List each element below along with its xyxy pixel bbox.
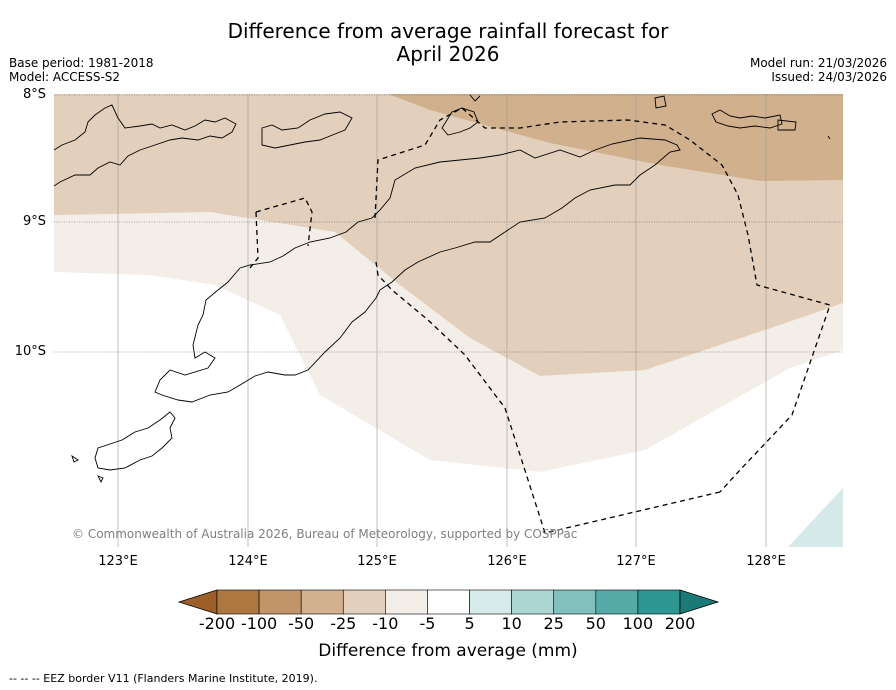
rote-island	[71, 454, 79, 463]
colorbar-extend-high	[679, 589, 720, 615]
timor-south-coast	[154, 267, 377, 403]
colorbar-segment	[553, 589, 597, 615]
colorbar-segment	[595, 589, 639, 615]
model-run-text: Model run: 21/03/2026	[749, 56, 887, 70]
colorbar-tick-label: -50	[288, 614, 315, 633]
meta-left: Base period: 1981-2018 Model: ACCESS-S2	[9, 56, 154, 84]
eez-border	[249, 107, 831, 534]
colorbar-segment	[216, 589, 260, 615]
small-island	[97, 475, 104, 484]
wetar-islet-1	[469, 94, 481, 102]
lon-label-123e: 123°E	[98, 554, 138, 569]
meta-right: Model run: 21/03/2026 Issued: 24/03/2026	[750, 56, 887, 84]
coastlines	[54, 94, 831, 484]
small-island-3	[827, 135, 831, 140]
west-timor-tip	[94, 411, 176, 471]
region-minus25-minus10	[54, 94, 843, 376]
map-title: Difference from average rainfall forecas…	[0, 20, 896, 66]
colorbar-tick-label: 25	[543, 614, 564, 633]
grid-lines	[54, 94, 843, 353]
colorbar-segment	[511, 589, 555, 615]
colorbar-extend-low	[177, 589, 218, 615]
lon-label-124e: 124°E	[228, 554, 268, 569]
alor-island	[261, 111, 353, 149]
colorbar-segment	[427, 589, 470, 615]
colorbar-tick-label: -100	[240, 614, 278, 633]
region-10-25	[788, 488, 843, 547]
colorbar-tick-label: 5	[464, 614, 475, 633]
colorbar-segment	[342, 589, 386, 615]
colorbar-segment	[469, 589, 512, 615]
lon-label-125e: 125°E	[357, 554, 397, 569]
issued-text: Issued: 24/03/2026	[771, 70, 887, 84]
model-text: Model: ACCESS-S2	[9, 70, 121, 84]
lat-label-9s: 9°S	[22, 214, 46, 229]
timor-north-coast	[239, 137, 681, 299]
copyright-text: © Commonwealth of Australia 2026, Bureau…	[72, 527, 578, 541]
colorbar-tick-label: -200	[198, 614, 236, 633]
base-period-text: Base period: 1981-2018	[9, 56, 154, 70]
colorbar-segment	[637, 589, 681, 615]
lon-label-128e: 128°E	[746, 554, 786, 569]
colorbar-title: Difference from average (mm)	[318, 641, 578, 661]
colorbar-segment	[258, 589, 302, 615]
colorbar-segment	[300, 589, 344, 615]
colorbar-tick-label: -10	[372, 614, 399, 633]
map-area	[54, 94, 843, 547]
lon-label-127e: 127°E	[616, 554, 656, 569]
leti-islands	[711, 109, 783, 129]
colorbar-tick-label: 10	[501, 614, 522, 633]
moa-island	[777, 119, 797, 131]
title-line-2: April 2026	[396, 42, 500, 66]
colorbar	[177, 589, 720, 615]
lon-label-126e: 126°E	[487, 554, 527, 569]
colorbar-tick-label: -5	[419, 614, 436, 633]
colorbar-tick-label: 100	[622, 614, 654, 633]
lat-label-8s: 8°S	[22, 87, 46, 102]
small-island-2	[654, 95, 667, 109]
lat-label-10s: 10°S	[14, 344, 46, 359]
colorbar-tick-label: 200	[664, 614, 696, 633]
footer-note: -- -- -- EEZ border V11 (Flanders Marine…	[9, 672, 318, 685]
colorbar-segment	[385, 589, 428, 615]
colorbar-tick-label: -25	[330, 614, 357, 633]
flores-coast	[54, 104, 237, 187]
colorbar-tick-label: 50	[585, 614, 606, 633]
title-line-1: Difference from average rainfall forecas…	[227, 19, 669, 43]
